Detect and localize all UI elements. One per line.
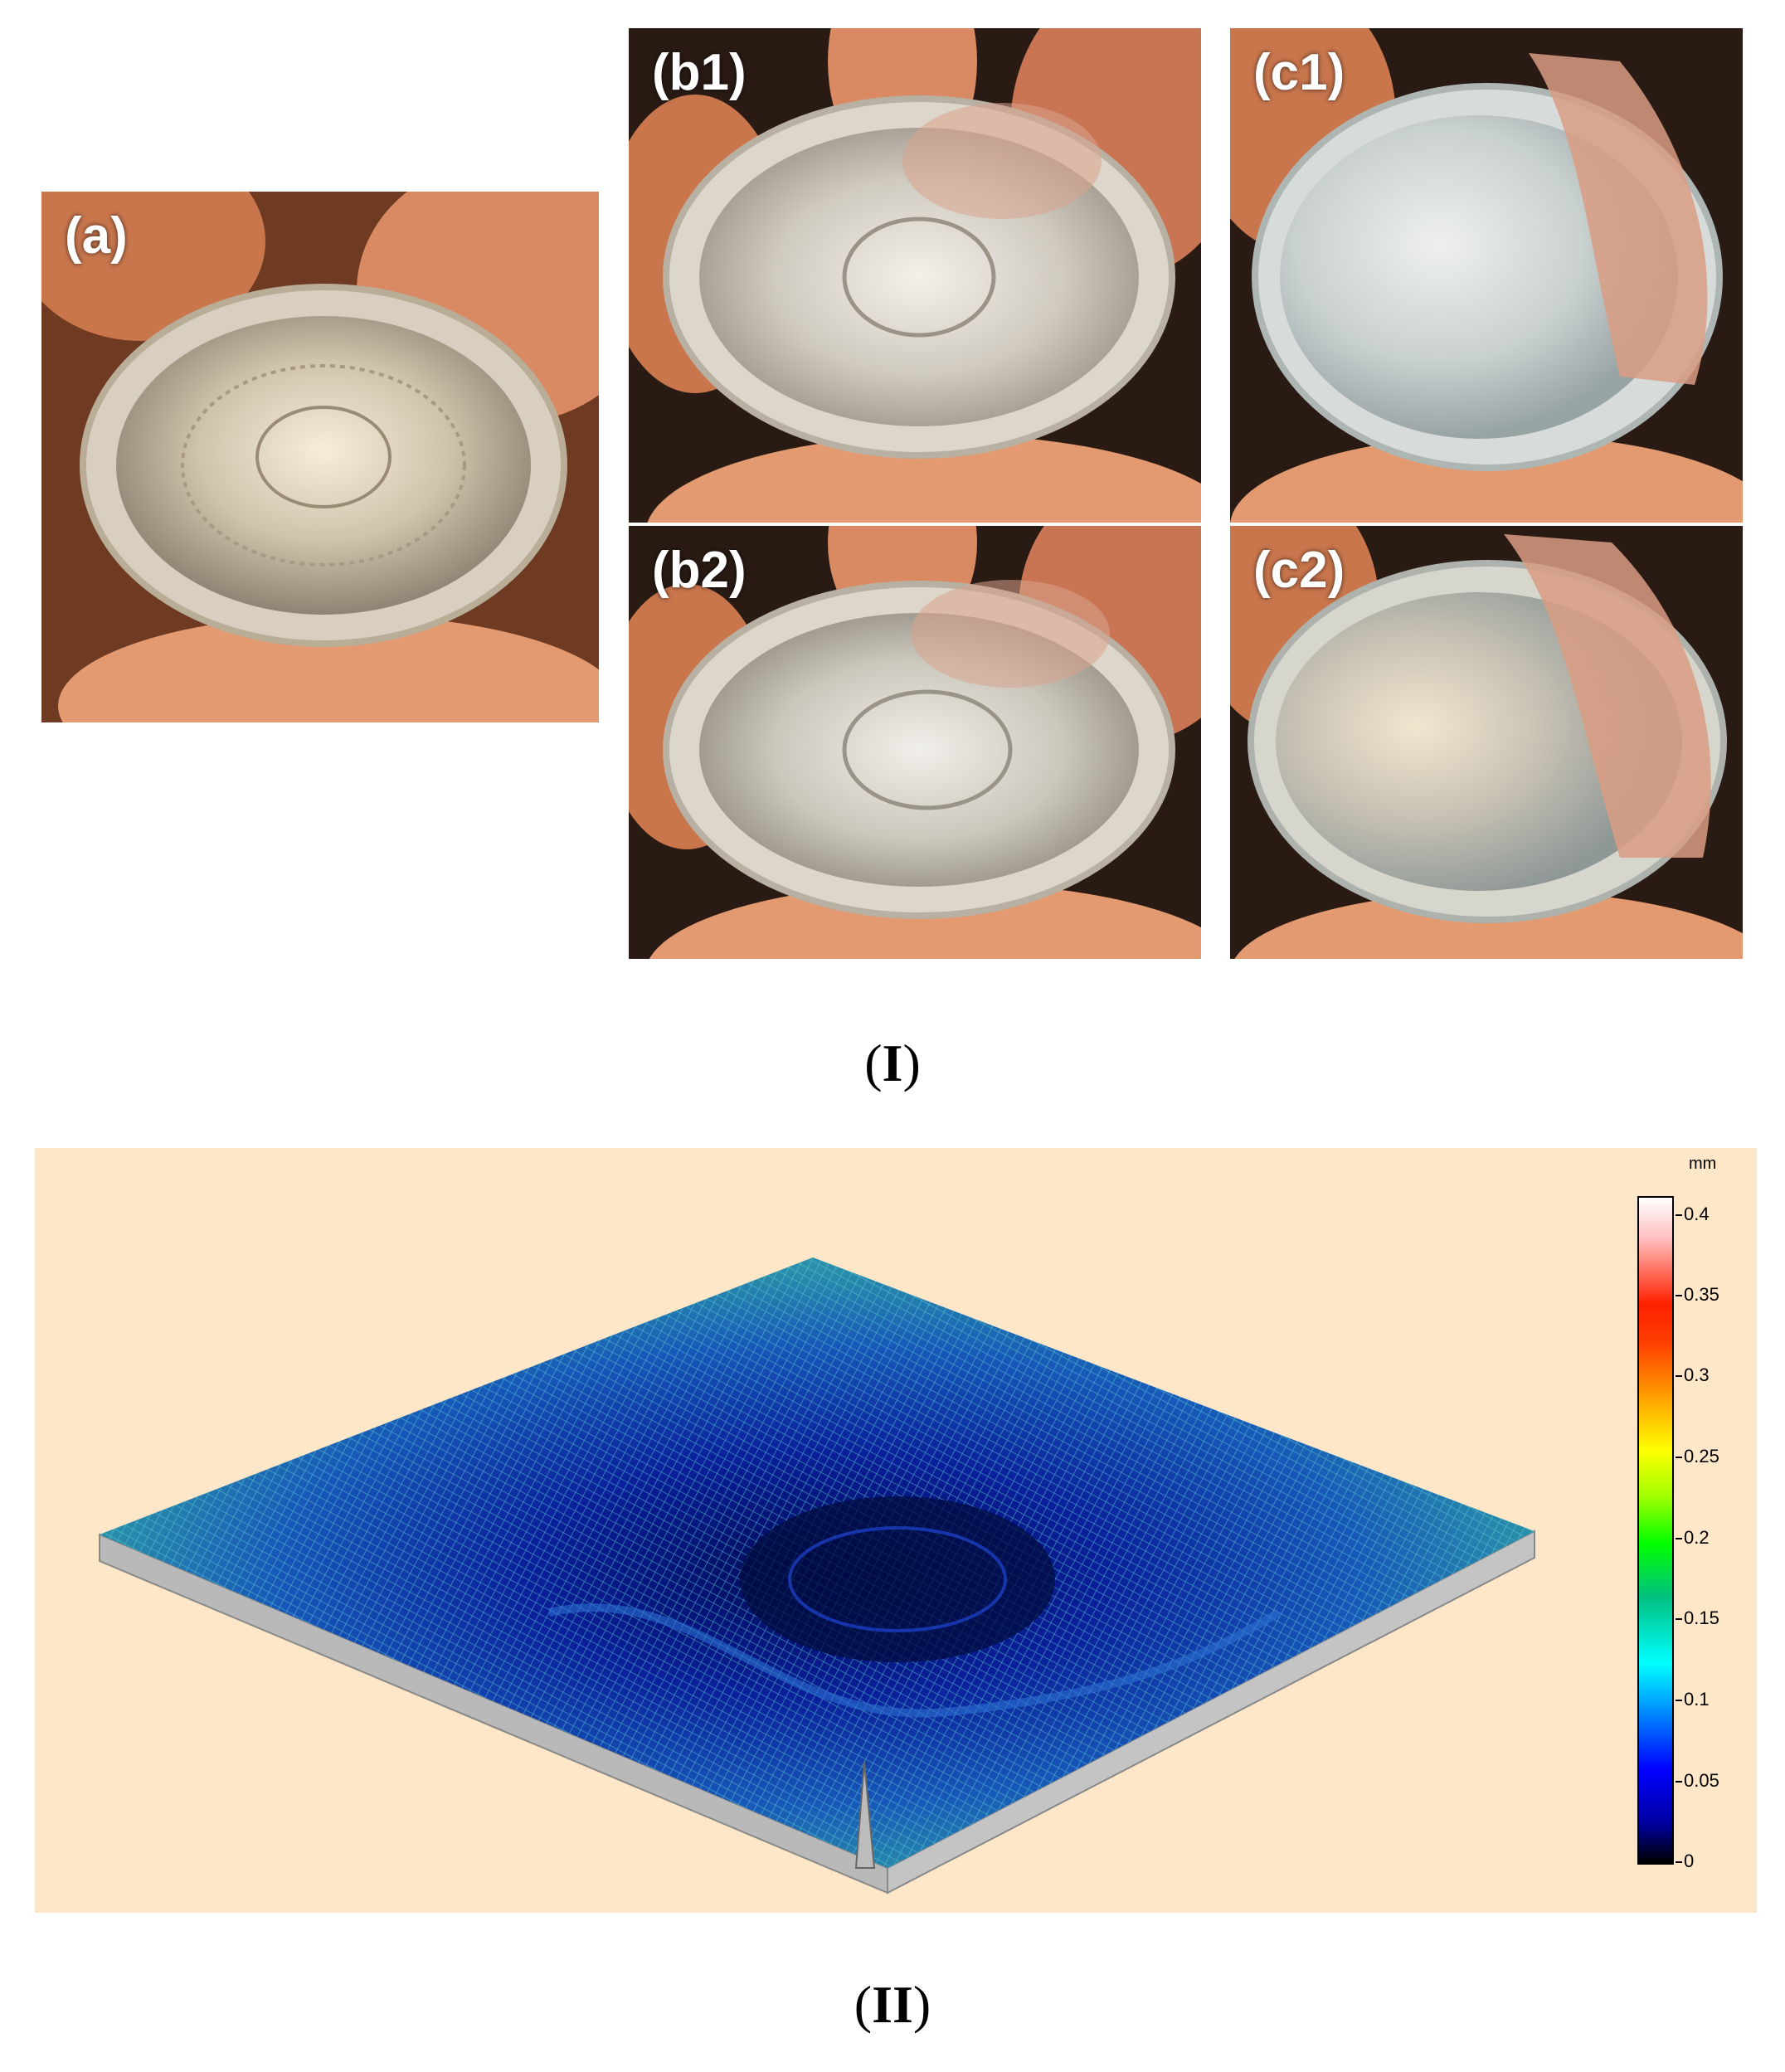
- panel-label-a: (a): [65, 207, 128, 265]
- part-label-open: (: [854, 1975, 873, 2034]
- disk-replica-photo: [1230, 28, 1743, 523]
- colorbar-tick: 0.05: [1676, 1772, 1750, 1790]
- colorbar-tick: 0.15: [1676, 1609, 1750, 1627]
- surface-spike: [854, 1761, 876, 1869]
- part-label-I: (I): [768, 1033, 1017, 1094]
- coin-replica-photo: [629, 28, 1201, 523]
- coin-replica-photo: [41, 192, 599, 722]
- part-label-numeral: II: [872, 1975, 913, 2034]
- colorbar-tick: 0.2: [1676, 1529, 1750, 1547]
- part-label-numeral: I: [882, 1034, 903, 1092]
- surface-3d-plot: [99, 1257, 1535, 1894]
- panel-label-c2: (c2): [1253, 542, 1345, 599]
- panel-label-b2: (b2): [652, 542, 747, 599]
- part-label-open: (: [864, 1034, 883, 1092]
- photo-panel-b2: (b2): [629, 526, 1201, 959]
- coin-replica-photo: [629, 526, 1201, 959]
- photo-panel-a: (a): [41, 192, 599, 722]
- colorbar-tick: 0.35: [1676, 1286, 1750, 1304]
- colorbar-tick: 0.4: [1676, 1205, 1750, 1223]
- part-label-close: ): [902, 1034, 921, 1092]
- disk-replica-photo: [1230, 526, 1743, 959]
- colorbar-tick: 0: [1676, 1852, 1750, 1870]
- colorbar-tick: 0.25: [1676, 1447, 1750, 1466]
- part-label-II: (II): [768, 1974, 1017, 2036]
- surface-depression: [740, 1496, 1055, 1662]
- surface-profile-panel: mm 0.4 0.35 0.3 0.25 0.2 0.15 0.1 0.05 0: [35, 1148, 1757, 1913]
- panel-label-b1: (b1): [652, 44, 747, 101]
- colorbar-tick: 0.3: [1676, 1366, 1750, 1384]
- photo-panel-c2: (c2): [1230, 526, 1743, 959]
- colorbar-tick: 0.1: [1676, 1690, 1750, 1709]
- panel-label-c1: (c1): [1253, 44, 1345, 101]
- colorbar: [1637, 1196, 1674, 1865]
- photo-panel-c1: (c1): [1230, 28, 1743, 523]
- part-label-close: ): [912, 1975, 931, 2034]
- photo-panel-b1: (b1): [629, 28, 1201, 523]
- colorbar-unit: mm: [1689, 1155, 1717, 1173]
